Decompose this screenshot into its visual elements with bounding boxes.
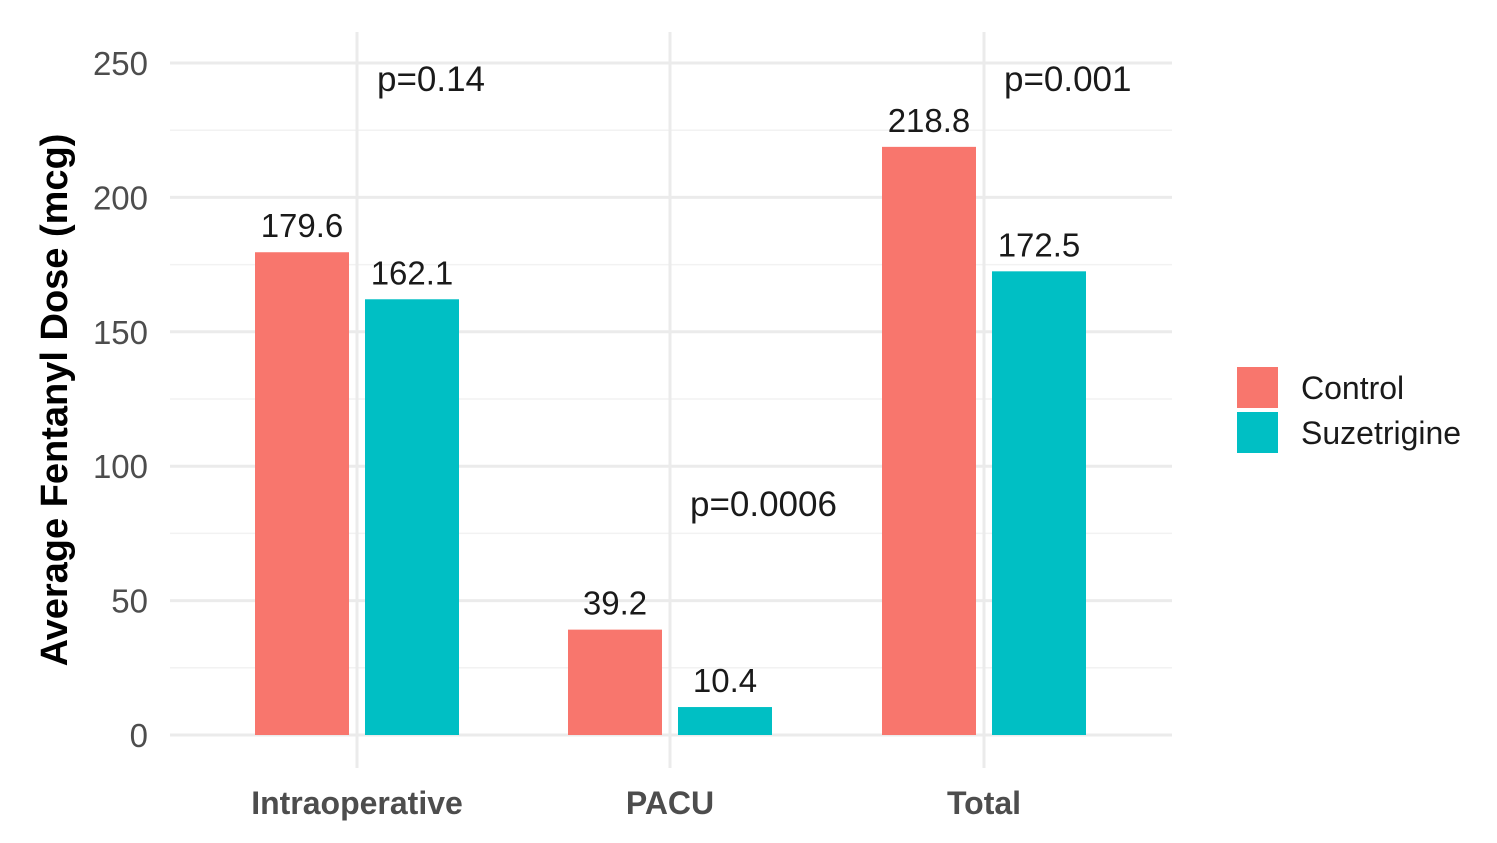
- y-tick-label: 250: [93, 45, 148, 82]
- legend-key: [1237, 367, 1278, 408]
- data-labels: 179.6 39.2 218.8 162.1 10.4 172.5 p=0.14 p=0.00…: [261, 60, 1132, 699]
- x-tick-label: Total: [947, 785, 1021, 821]
- y-axis-title: Average Fentanyl Dose (mcg): [34, 134, 76, 667]
- y-tick-label: 200: [93, 179, 148, 216]
- legend: Control Suzetrigine: [1237, 367, 1461, 453]
- bar: [678, 707, 772, 735]
- bar-value-label: 162.1: [371, 254, 454, 291]
- legend-label: Suzetrigine: [1301, 415, 1461, 451]
- y-tick-label: 0: [130, 717, 148, 754]
- bar-value-label: 179.6: [261, 207, 344, 244]
- bar-value-label: 218.8: [888, 102, 971, 139]
- p-value-annotation: p=0.0006: [690, 485, 837, 524]
- p-value-annotation: p=0.14: [377, 60, 485, 99]
- y-tick-label: 100: [93, 448, 148, 485]
- bar-value-label: 39.2: [583, 585, 647, 622]
- bar: [365, 299, 459, 735]
- x-tick-label: PACU: [626, 785, 714, 821]
- bars: [255, 146, 1086, 735]
- legend-label: Control: [1301, 370, 1404, 406]
- axes: 0 50 100 150 200 250 Intraoperative PACU Total: [93, 45, 1021, 821]
- y-tick-label: 150: [93, 314, 148, 351]
- legend-key: [1237, 412, 1278, 453]
- p-value-annotation: p=0.001: [1004, 60, 1132, 99]
- bar: [882, 146, 976, 735]
- bar-value-label: 172.5: [998, 226, 1081, 263]
- bar: [568, 629, 662, 735]
- y-tick-label: 50: [111, 583, 148, 620]
- bar-value-label: 10.4: [693, 662, 757, 699]
- x-tick-label: Intraoperative: [251, 785, 463, 821]
- bar: [992, 271, 1086, 735]
- bar: [255, 252, 349, 735]
